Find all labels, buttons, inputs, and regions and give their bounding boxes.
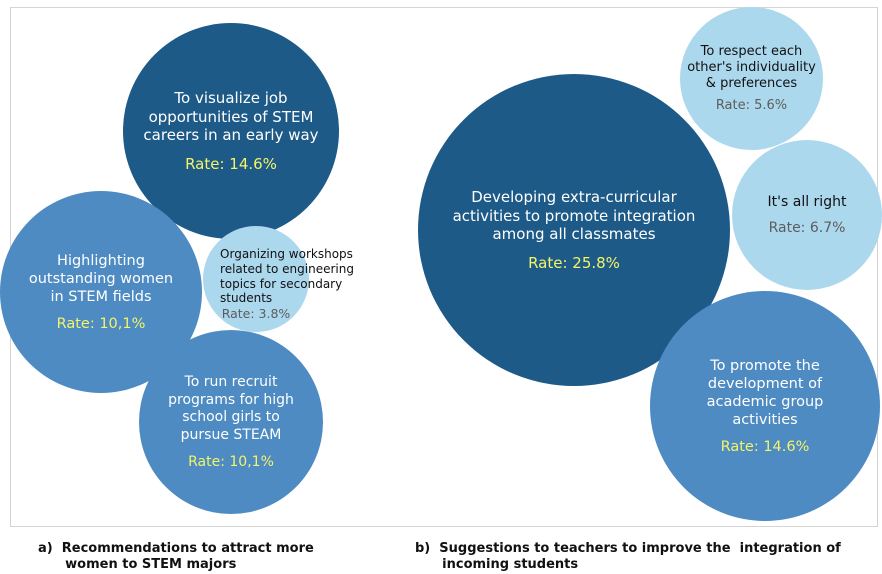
bubble-rate: Rate: 3.8% [221,305,291,321]
bubble-b-respect-individuality: To respect each other's individuality & … [680,7,823,150]
bubble-a-workshops: Organizing workshops related to engineer… [203,226,354,332]
bubble-b-all-right: It's all right Rate: 6.7% [732,140,882,290]
bubble-rate: Rate: 14.6% [720,439,810,456]
bubble-b-group-activities: To promote the development of academic g… [650,291,880,521]
bubble-a-job-opportunities: To visualize job opportunities of STEM c… [123,23,339,239]
bubble-rate: Rate: 6.7% [768,219,846,236]
bubble-label: It's all right [767,194,847,211]
bubble-a-recruit-programs: To run recruit programs for high school … [139,330,323,514]
bubble-rate: Rate: 5.6% [715,98,788,114]
bubble-label: To respect each other's individuality & … [687,43,816,92]
bubble-rate: Rate: 10,1% [56,316,146,333]
caption-a: a) Recommendations to attract more women… [38,541,314,572]
bubble-label: Organizing workshops related to engineer… [220,247,354,306]
bubble-label: To run recruit programs for high school … [168,374,294,443]
bubble-rate: Rate: 10,1% [188,454,274,470]
bubble-rate: Rate: 14.6% [185,155,277,174]
bubble-label: Developing extra-curricular activities t… [452,187,696,244]
bubble-b-extracurricular: Developing extra-curricular activities t… [418,74,730,386]
bubble-label: Highlighting outstanding women in STEM f… [28,252,174,306]
caption-b: b) Suggestions to teachers to improve th… [415,541,841,572]
bubble-label: To promote the development of academic g… [706,357,824,429]
bubble-rate: Rate: 25.8% [528,254,620,273]
bubble-label: To visualize job opportunities of STEM c… [143,88,319,145]
